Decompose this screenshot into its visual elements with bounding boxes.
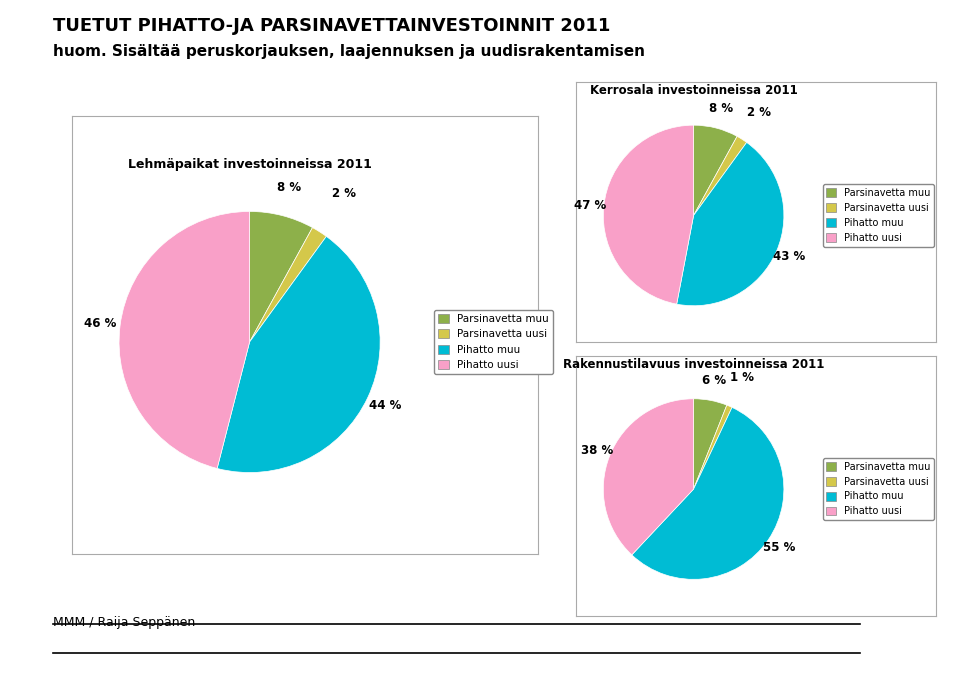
Text: 1 %: 1 % [730,371,754,384]
Legend: Parsinavetta muu, Parsinavetta uusi, Pihatto muu, Pihatto uusi: Parsinavetta muu, Parsinavetta uusi, Pih… [434,310,553,374]
Text: 6 %: 6 % [702,374,727,387]
Wedge shape [693,405,732,489]
Wedge shape [217,237,380,473]
Title: Lehmäpaikat investoinneissa 2011: Lehmäpaikat investoinneissa 2011 [128,158,372,171]
Text: 44 %: 44 % [370,399,401,412]
Wedge shape [119,211,250,469]
Text: 46 %: 46 % [84,317,117,330]
Text: 38 %: 38 % [581,445,613,458]
Text: TUETUT PIHATTO-JA PARSINAVETTAINVESTOINNIT 2011: TUETUT PIHATTO-JA PARSINAVETTAINVESTOINN… [53,17,611,35]
Text: 8 %: 8 % [277,181,301,194]
Text: huom. Sisältää peruskorjauksen, laajennuksen ja uudisrakentamisen: huom. Sisältää peruskorjauksen, laajennu… [53,44,645,60]
Wedge shape [250,228,326,342]
Text: 2 %: 2 % [332,187,356,200]
Wedge shape [677,142,784,306]
Legend: Parsinavetta muu, Parsinavetta uusi, Pihatto muu, Pihatto uusi: Parsinavetta muu, Parsinavetta uusi, Pih… [823,458,934,521]
Wedge shape [632,408,784,579]
Wedge shape [693,136,747,215]
Title: Rakennustilavuus investoinneissa 2011: Rakennustilavuus investoinneissa 2011 [563,358,825,371]
Text: 8 %: 8 % [708,103,733,116]
Wedge shape [603,399,694,555]
Text: 43 %: 43 % [773,250,805,263]
Wedge shape [693,125,737,215]
Text: 55 %: 55 % [763,541,796,554]
Legend: Parsinavetta muu, Parsinavetta uusi, Pihatto muu, Pihatto uusi: Parsinavetta muu, Parsinavetta uusi, Pih… [823,184,934,247]
Title: Kerrosala investoinneissa 2011: Kerrosala investoinneissa 2011 [589,84,798,97]
Text: 47 %: 47 % [574,199,607,212]
Wedge shape [693,399,727,489]
Wedge shape [603,125,694,304]
Text: 2 %: 2 % [747,106,771,119]
Wedge shape [250,211,313,342]
Text: MMM / Raija Seppänen: MMM / Raija Seppänen [53,616,195,629]
